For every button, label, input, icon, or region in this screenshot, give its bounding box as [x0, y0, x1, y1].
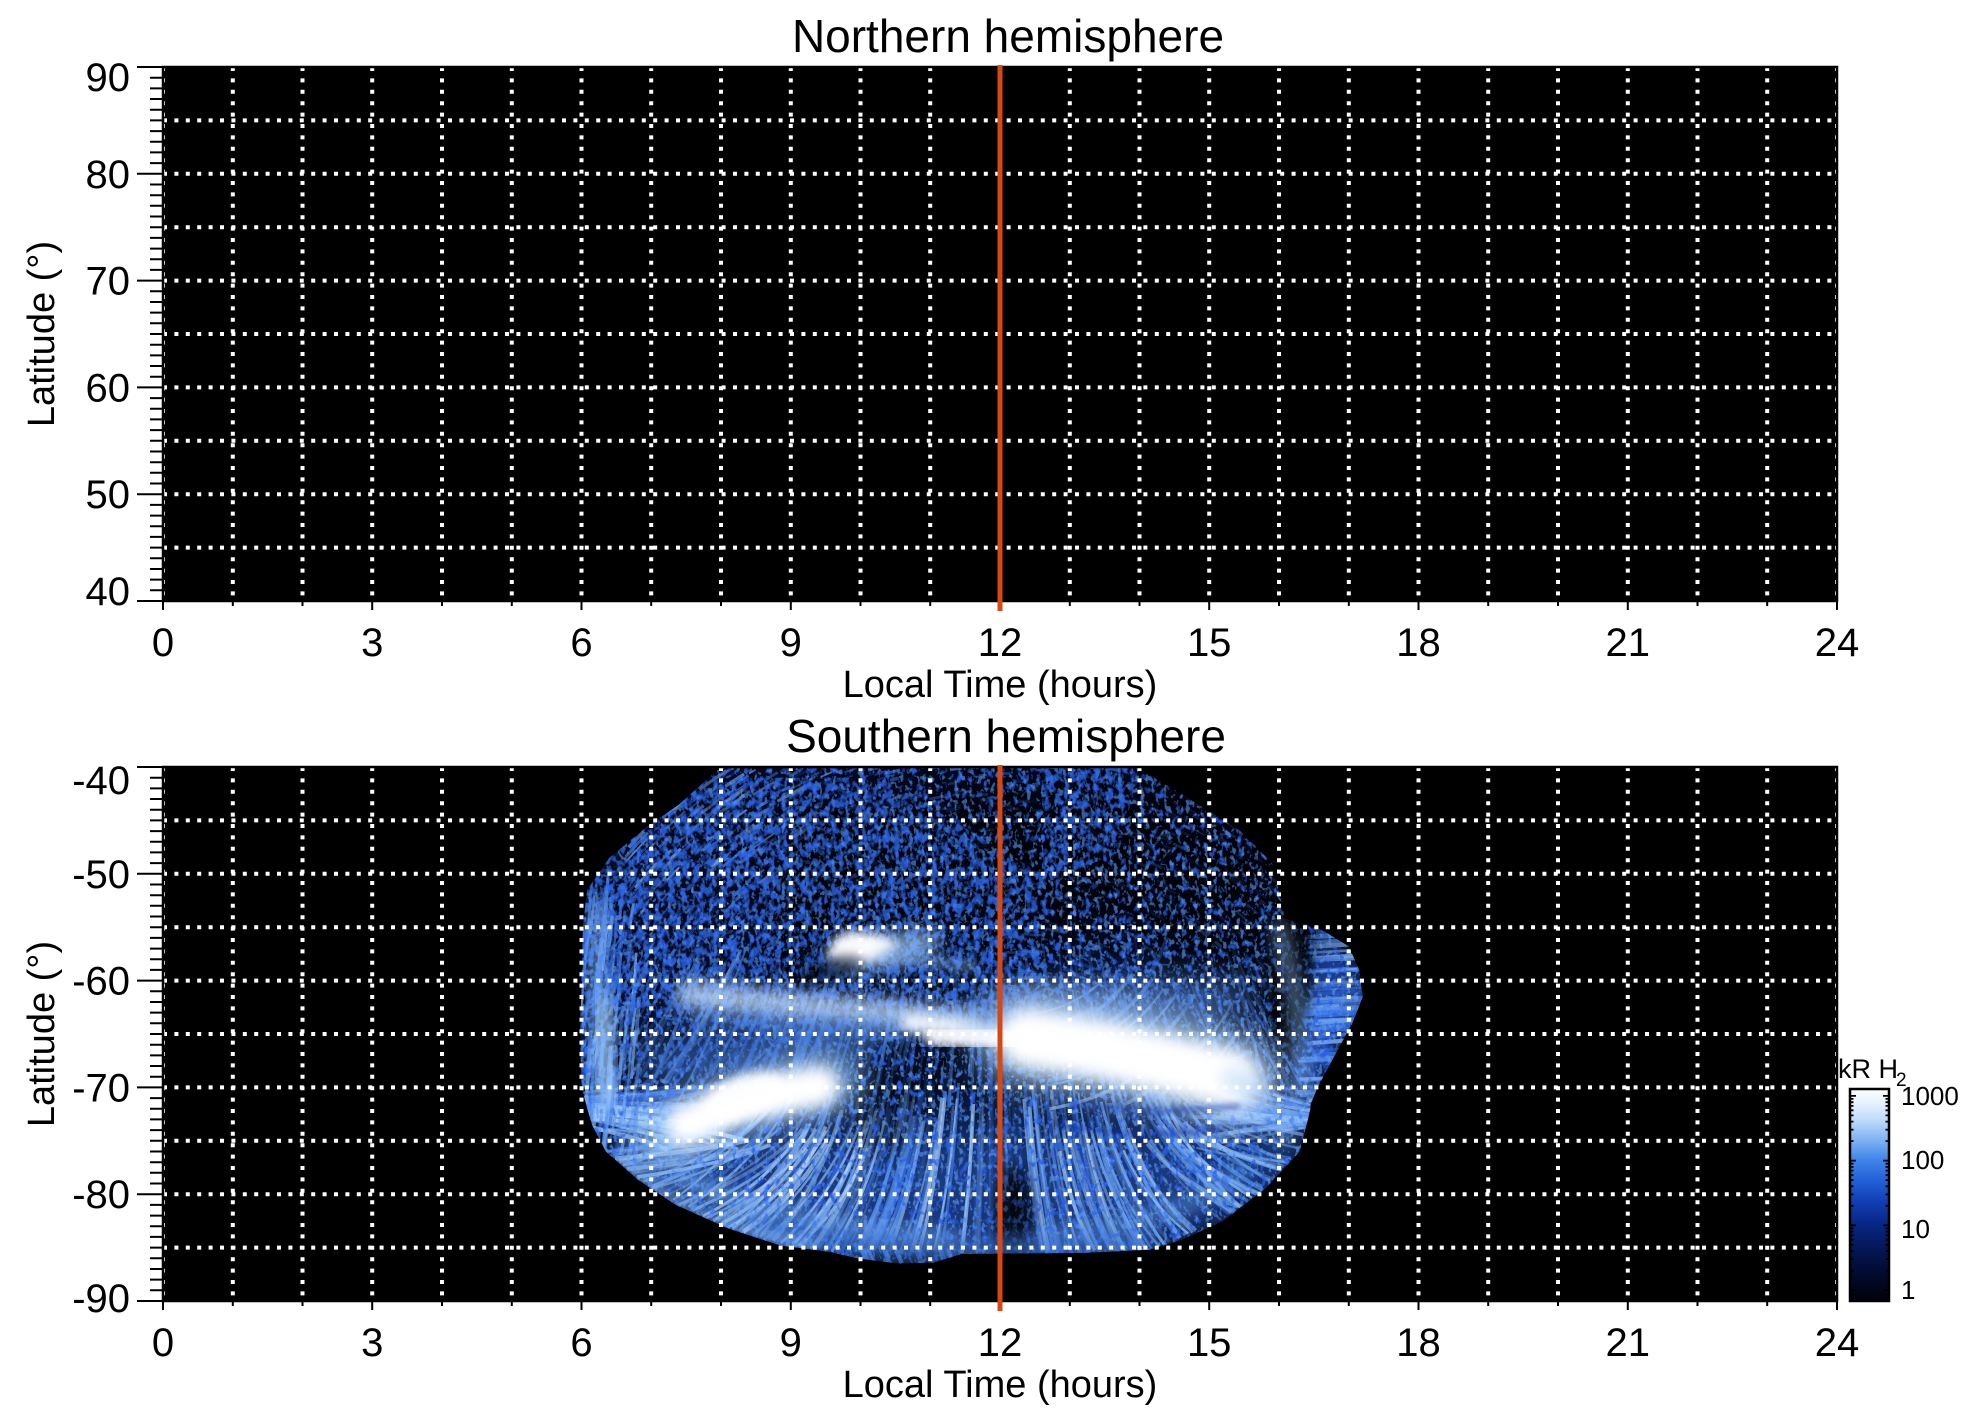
svg-text:60: 60 — [86, 366, 131, 410]
svg-text:Local Time (hours): Local Time (hours) — [843, 664, 1158, 706]
svg-text:9: 9 — [780, 621, 802, 665]
svg-text:-90: -90 — [72, 1277, 130, 1321]
svg-text:Latitude (°): Latitude (°) — [21, 241, 63, 427]
svg-text:Local Time (hours): Local Time (hours) — [843, 1364, 1158, 1406]
svg-text:100: 100 — [1901, 1145, 1944, 1175]
svg-text:1: 1 — [1901, 1275, 1915, 1305]
svg-text:15: 15 — [1187, 1321, 1232, 1365]
svg-text:-50: -50 — [72, 853, 130, 897]
svg-text:90: 90 — [86, 56, 131, 100]
svg-text:3: 3 — [361, 621, 383, 665]
svg-text:18: 18 — [1396, 1321, 1441, 1365]
svg-text:0: 0 — [152, 1321, 174, 1365]
svg-text:3: 3 — [361, 1321, 383, 1365]
svg-text:1000: 1000 — [1901, 1081, 1959, 1111]
svg-text:12: 12 — [978, 1321, 1023, 1365]
svg-text:24: 24 — [1815, 1321, 1860, 1365]
svg-text:6: 6 — [570, 621, 592, 665]
svg-text:2: 2 — [1896, 1070, 1907, 1091]
svg-text:kR H: kR H — [1838, 1054, 1898, 1084]
svg-text:-70: -70 — [72, 1066, 130, 1110]
svg-text:21: 21 — [1606, 1321, 1651, 1365]
svg-text:6: 6 — [570, 1321, 592, 1365]
svg-text:24: 24 — [1815, 621, 1860, 665]
svg-text:Latitude (°): Latitude (°) — [21, 941, 63, 1127]
svg-text:15: 15 — [1187, 621, 1232, 665]
svg-text:Southern hemisphere: Southern hemisphere — [786, 710, 1226, 762]
svg-text:-80: -80 — [72, 1173, 130, 1217]
svg-text:70: 70 — [86, 260, 131, 304]
svg-text:-60: -60 — [72, 960, 130, 1004]
svg-text:10: 10 — [1901, 1214, 1930, 1244]
svg-text:9: 9 — [780, 1321, 802, 1365]
svg-text:18: 18 — [1396, 621, 1441, 665]
svg-text:-40: -40 — [72, 759, 130, 803]
svg-text:12: 12 — [978, 621, 1023, 665]
svg-text:Northern hemisphere: Northern hemisphere — [792, 10, 1224, 62]
svg-text:50: 50 — [86, 473, 131, 517]
svg-text:0: 0 — [152, 621, 174, 665]
svg-text:40: 40 — [86, 570, 131, 614]
svg-text:80: 80 — [86, 153, 131, 197]
svg-text:21: 21 — [1606, 621, 1651, 665]
